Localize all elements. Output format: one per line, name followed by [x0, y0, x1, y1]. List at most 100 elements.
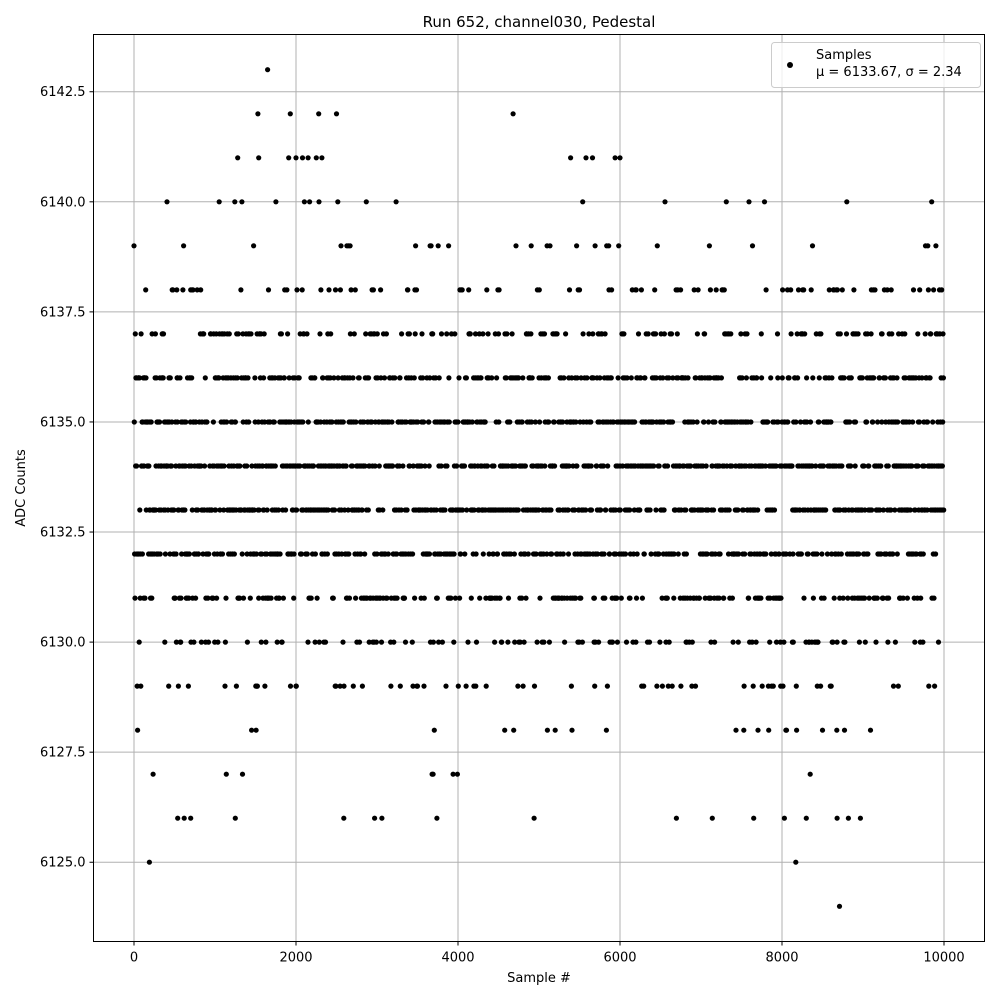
data-point: [177, 375, 183, 381]
data-point: [356, 375, 362, 381]
data-point: [641, 551, 647, 557]
data-point: [824, 551, 831, 557]
data-point: [286, 375, 292, 381]
data-point: [534, 639, 540, 645]
data-point: [224, 419, 230, 425]
data-point: [829, 375, 835, 381]
data-point: [258, 639, 264, 645]
data-point: [568, 683, 575, 689]
data-point: [627, 595, 633, 601]
data-point: [405, 287, 411, 293]
data-point: [175, 815, 181, 821]
data-point: [390, 463, 396, 469]
data-point: [421, 595, 427, 601]
data-point: [410, 683, 416, 689]
data-point: [669, 419, 676, 425]
data-point: [723, 199, 729, 205]
data-point: [910, 419, 916, 425]
data-point: [410, 551, 416, 557]
data-point: [137, 507, 143, 513]
data-point: [523, 595, 529, 601]
data-point: [828, 683, 834, 689]
data-point: [256, 155, 262, 161]
data-point: [366, 375, 372, 381]
data-point: [592, 243, 598, 249]
data-point: [528, 243, 534, 249]
data-point: [255, 419, 261, 425]
data-point: [878, 463, 884, 469]
data-point: [924, 507, 930, 513]
data-point: [131, 419, 137, 425]
data-point: [444, 463, 450, 469]
data-point: [513, 463, 519, 469]
data-point: [816, 419, 822, 425]
data-point: [821, 595, 827, 601]
data-point: [894, 375, 900, 381]
data-point: [552, 727, 558, 733]
data-point: [671, 595, 677, 601]
data-point: [341, 815, 347, 821]
data-point: [562, 639, 568, 645]
data-point: [294, 287, 300, 293]
legend-marker: [787, 62, 793, 68]
data-point: [653, 375, 659, 381]
data-point: [461, 463, 468, 469]
data-point: [753, 639, 759, 645]
data-point: [275, 507, 282, 513]
data-point: [185, 683, 191, 689]
x-tick-label: 0: [130, 951, 138, 966]
data-point: [362, 551, 368, 557]
data-point: [541, 639, 547, 645]
data-point: [337, 287, 343, 293]
data-point: [531, 815, 537, 821]
data-point: [451, 639, 457, 645]
data-point: [504, 331, 510, 337]
data-point: [283, 507, 289, 513]
data-point: [343, 463, 349, 469]
data-point: [142, 595, 148, 601]
data-point: [251, 507, 257, 513]
data-point: [808, 287, 814, 293]
data-point: [815, 639, 821, 645]
data-point: [711, 507, 717, 513]
data-point: [578, 375, 584, 381]
data-point: [882, 375, 889, 381]
data-point: [182, 463, 189, 469]
x-tick-label: 6000: [603, 951, 636, 966]
data-point: [201, 331, 207, 337]
data-point: [342, 507, 348, 513]
data-point: [608, 375, 614, 381]
data-point: [528, 331, 534, 337]
data-point: [904, 595, 911, 601]
data-point: [793, 859, 799, 865]
data-point: [646, 639, 653, 645]
data-point: [247, 595, 253, 601]
data-point: [533, 551, 539, 557]
data-point: [491, 463, 497, 469]
data-point: [291, 551, 297, 557]
data-point: [281, 375, 287, 381]
x-tick-label: 2000: [279, 951, 312, 966]
data-point: [347, 331, 353, 337]
data-point: [473, 683, 479, 689]
data-point: [856, 551, 862, 557]
data-point: [132, 331, 138, 337]
data-point: [748, 419, 754, 425]
data-point: [601, 551, 607, 557]
data-point: [560, 419, 566, 425]
data-point: [195, 551, 202, 557]
data-point: [162, 639, 168, 645]
data-point: [452, 595, 458, 601]
data-point: [597, 375, 603, 381]
data-point: [173, 551, 179, 557]
data-point: [134, 463, 140, 469]
data-point: [843, 331, 850, 337]
data-point: [135, 727, 141, 733]
data-point: [239, 551, 245, 557]
data-point: [333, 683, 339, 689]
data-point: [617, 507, 623, 513]
data-point: [820, 463, 827, 469]
data-point: [489, 375, 495, 381]
data-point: [920, 551, 926, 557]
